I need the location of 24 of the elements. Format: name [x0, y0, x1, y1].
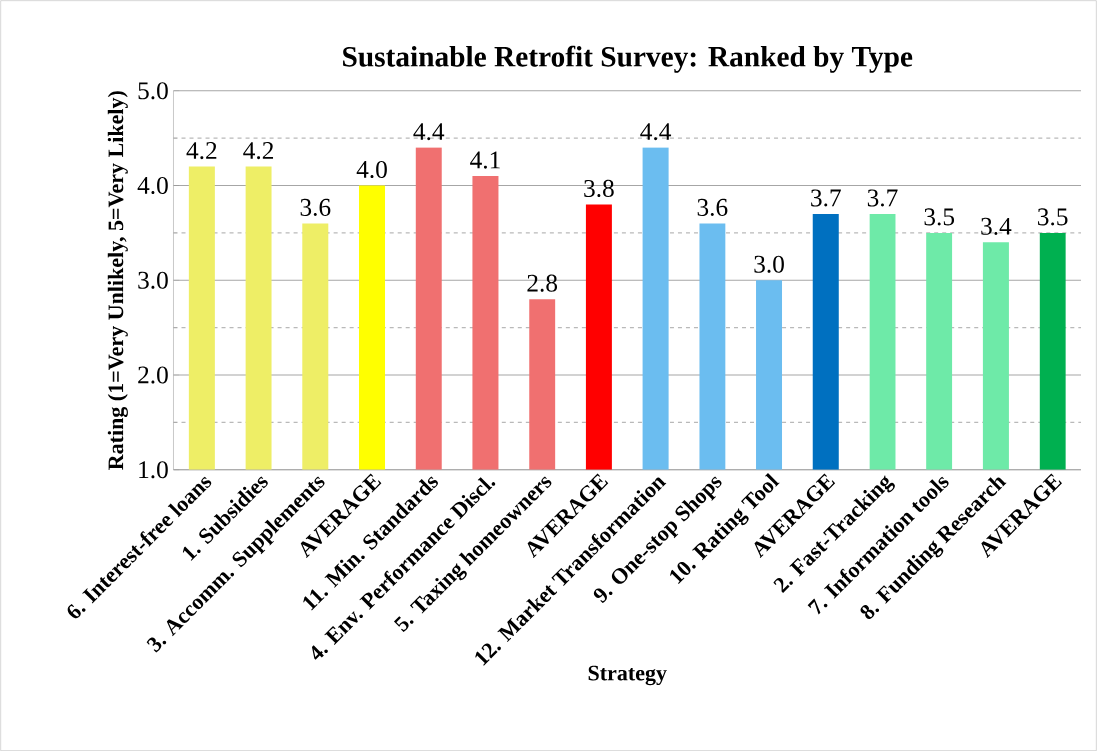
y-axis-title: Rating (1=Very Unlikely, 5=Very Likely) — [107, 91, 128, 470]
data-label: 3.4 — [981, 217, 1012, 235]
data-label: 4.4 — [413, 123, 445, 141]
data-label: 3.8 — [584, 179, 614, 197]
data-label: 3.5 — [1038, 208, 1068, 226]
data-label: 2.8 — [527, 274, 558, 292]
x-axis-title: Strategy — [588, 665, 667, 685]
data-label: 4.2 — [186, 141, 217, 159]
data-label: 3.6 — [300, 198, 331, 216]
data-label: 3.7 — [867, 189, 898, 207]
chart-title: Sustainable Retrofit Survey: Ranked by Type — [343, 45, 913, 73]
y-tick-label: 3.0 — [138, 271, 168, 289]
y-tick-label: 4.0 — [137, 176, 168, 194]
data-label: 3.6 — [697, 198, 728, 216]
data-label: 3.7 — [811, 189, 841, 207]
data-label: 4.2 — [243, 141, 274, 159]
y-tick-label: 1.0 — [139, 460, 168, 479]
data-label: 4.4 — [640, 123, 672, 141]
data-label: 4.0 — [356, 160, 387, 178]
data-label: 3.5 — [924, 208, 955, 226]
data-label: 4.1 — [470, 151, 500, 169]
data-label: 3.0 — [754, 255, 784, 273]
y-tick-label: 2.0 — [138, 366, 168, 384]
y-tick-label: 5.0 — [138, 81, 168, 100]
